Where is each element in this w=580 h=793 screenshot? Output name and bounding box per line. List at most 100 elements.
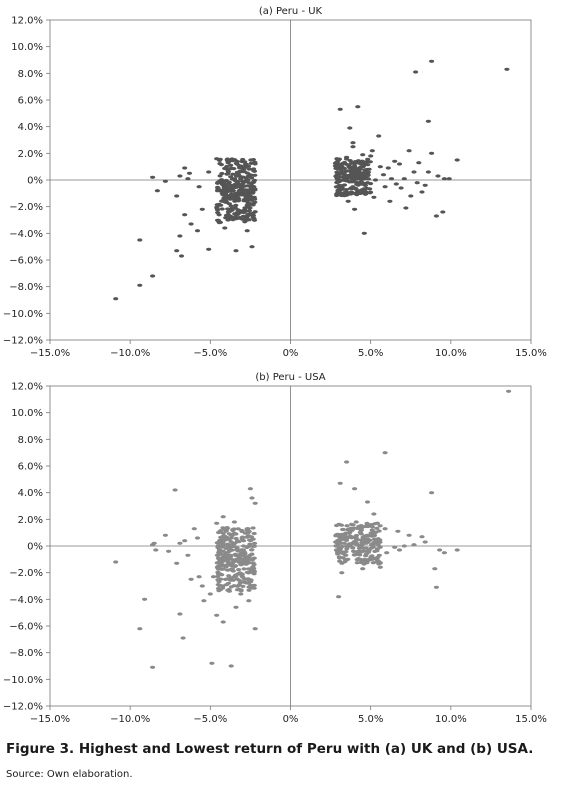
data-point [388,177,395,181]
data-point [334,193,340,198]
data-point [414,181,420,185]
data-point [408,194,414,198]
data-point [150,274,156,278]
data-point [361,546,367,550]
data-point [178,254,185,258]
data-point [369,542,375,547]
data-point [425,119,431,123]
data-point [242,551,248,555]
data-point [364,500,371,504]
data-point [371,512,377,516]
data-point [222,166,228,171]
data-point [244,229,250,233]
data-point [422,183,428,187]
x-tick-label: 10.0% [435,348,467,359]
data-point [360,176,366,180]
data-point [446,177,452,181]
data-point [372,522,378,526]
data-point [154,189,160,193]
y-tick-label: −6.0% [9,622,43,633]
data-point [252,197,258,201]
data-point [220,515,226,519]
data-point [217,162,223,166]
data-point [236,568,242,572]
data-point [357,549,363,553]
data-point [230,159,236,163]
data-point [251,586,257,590]
data-point [249,496,255,500]
data-point [358,560,364,565]
data-point [335,538,341,543]
data-point [150,175,156,179]
data-point [336,183,342,188]
data-point [199,584,205,588]
data-point [150,665,156,669]
x-tick-label: 0% [283,714,299,725]
data-point [220,620,226,624]
data-point [334,164,340,168]
data-point [419,190,425,194]
data-point [346,531,352,535]
data-point [239,548,245,552]
data-point [350,141,356,145]
data-point [237,170,243,174]
data-point [238,177,244,181]
data-point [364,521,370,526]
data-point [232,212,238,216]
data-point [232,197,238,202]
data-point [194,536,201,540]
data-point [372,530,378,534]
data-point [441,177,447,181]
data-point [232,179,238,183]
data-point [249,552,255,556]
data-point [246,188,252,192]
data-point [177,234,183,238]
data-point [234,548,240,552]
data-point [225,536,231,540]
data-point [245,534,251,538]
data-point [215,544,221,548]
data-point [226,532,232,536]
data-point [220,534,226,538]
data-point [364,540,370,544]
data-point [231,527,237,531]
data-point [228,664,234,668]
data-point [377,165,383,169]
data-point [221,185,227,189]
data-point [218,577,224,581]
y-tick-label: 8.0% [18,435,43,446]
data-point [223,563,229,567]
data-point [344,547,350,551]
data-point [365,534,371,538]
data-point [222,226,228,230]
data-point [332,161,338,165]
data-point [201,599,207,603]
scatter-panel: (a) Peru - UK 12.0% 10.0% 8.0% 6.0% 4.0% 2.0% 0… [3,6,547,359]
chart-title: (a) Peru - UK [259,6,323,17]
data-point [166,549,172,553]
y-tick-label: −8.0% [9,282,43,293]
data-point [217,529,224,533]
data-point [346,527,352,531]
data-point [238,563,244,567]
data-point [355,557,361,561]
data-point [377,561,383,565]
y-tick-label: −2.0% [9,568,43,579]
data-point [233,249,239,253]
data-point [422,540,428,544]
data-point [247,202,253,206]
data-point [349,522,355,527]
data-point [244,528,250,532]
y-tick-label: 8.0% [18,69,43,80]
data-point [225,588,231,592]
data-point [344,524,350,528]
data-point [234,193,240,197]
data-point [237,166,243,170]
data-point [429,151,435,155]
data-point [362,168,368,172]
data-point [382,185,388,189]
y-tick-label: 6.0% [18,96,43,107]
data-point [361,549,367,553]
data-point [239,528,245,533]
data-point [387,199,393,203]
